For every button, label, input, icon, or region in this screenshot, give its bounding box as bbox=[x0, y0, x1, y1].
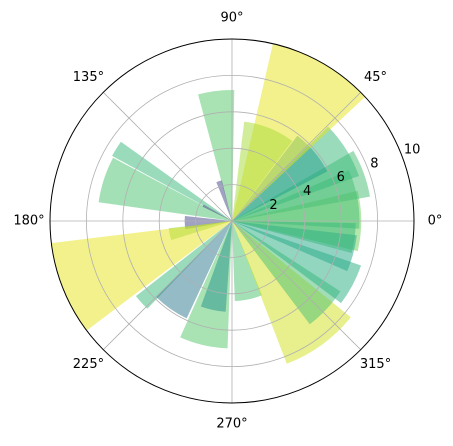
radial-tick-label-0: 2 bbox=[269, 198, 277, 213]
angular-tick-label-2: 90° bbox=[220, 11, 243, 26]
bar-15 bbox=[135, 221, 232, 309]
angular-tick-label-0: 0° bbox=[428, 214, 443, 229]
angular-gridline-1 bbox=[231, 92, 361, 222]
bar-17 bbox=[180, 221, 232, 349]
angular-tick-label-7: 315° bbox=[360, 357, 391, 372]
bars-layer bbox=[51, 43, 371, 364]
radial-tick-label-3: 8 bbox=[370, 156, 378, 171]
bar-19 bbox=[232, 221, 262, 302]
bar-16 bbox=[156, 221, 232, 319]
labels-layer: 0° 45° 90° 135° 180° 225° 270° 315° 2 4 6 8 10 bbox=[13, 11, 442, 432]
radial-tick-label-1: 4 bbox=[303, 184, 311, 199]
bar-14 bbox=[51, 221, 233, 331]
bar-9 bbox=[112, 141, 232, 221]
angular-tick-label-3: 135° bbox=[73, 70, 104, 85]
bar-6 bbox=[232, 121, 293, 221]
bar-7 bbox=[198, 89, 235, 222]
angular-tick-label-5: 225° bbox=[73, 357, 104, 372]
angular-gridline-5 bbox=[103, 220, 233, 350]
bar-11 bbox=[202, 204, 232, 221]
angular-gridline-7 bbox=[231, 220, 361, 350]
grid-layer bbox=[50, 39, 414, 403]
angular-tick-label-1: 45° bbox=[364, 70, 387, 85]
polar-frame bbox=[49, 38, 415, 404]
bar-4 bbox=[232, 135, 328, 221]
angular-tick-label-4: 180° bbox=[13, 214, 44, 229]
bar-21 bbox=[232, 221, 341, 325]
bar-22 bbox=[232, 221, 362, 304]
outline-layer bbox=[49, 38, 415, 404]
bar-10 bbox=[98, 157, 232, 221]
angular-gridline-3 bbox=[103, 92, 233, 222]
bar-18 bbox=[200, 221, 232, 312]
bar-24 bbox=[232, 221, 356, 254]
radial-tick-label-4: 10 bbox=[404, 142, 421, 157]
bar-8 bbox=[216, 180, 232, 221]
angular-tick-label-6: 270° bbox=[216, 417, 247, 432]
radial-tick-label-2: 6 bbox=[337, 170, 345, 185]
